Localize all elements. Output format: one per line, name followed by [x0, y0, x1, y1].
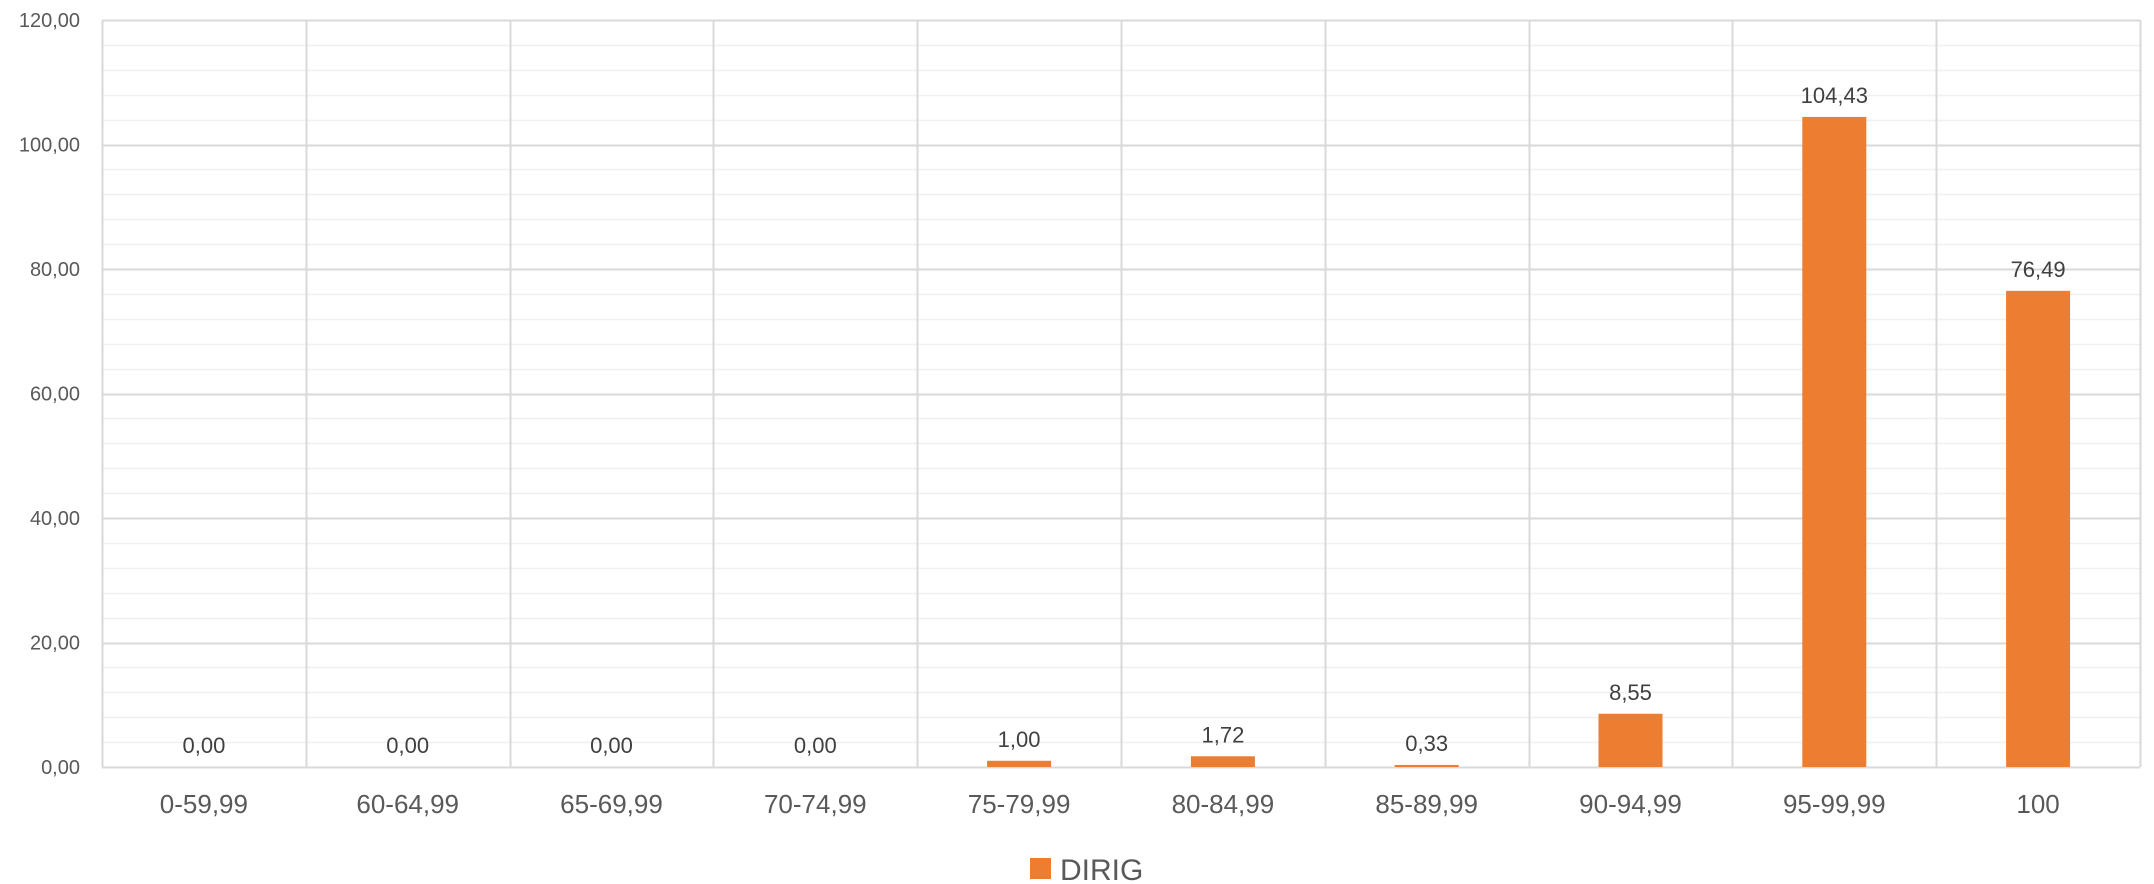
data-label: 8,55 [1609, 680, 1652, 705]
x-tick-label: 95-99,99 [1783, 789, 1886, 819]
x-tick-label: 90-94,99 [1579, 789, 1682, 819]
x-tick-label: 70-74,99 [764, 789, 867, 819]
data-label: 0,00 [794, 733, 837, 758]
bar [1598, 713, 1663, 767]
data-label: 0,00 [386, 733, 429, 758]
y-tick-label: 20,00 [30, 633, 80, 655]
category-grid [101, 20, 2142, 767]
bar-series [987, 116, 2071, 768]
data-label: 0,00 [590, 733, 633, 758]
bar [987, 760, 1052, 767]
y-tick-label: 100,00 [19, 135, 80, 157]
data-label: 76,49 [2011, 257, 2066, 282]
bar [1802, 116, 1867, 768]
y-tick-label: 40,00 [30, 508, 80, 530]
data-label: 1,00 [998, 727, 1041, 752]
data-label: 104,43 [1801, 83, 1868, 108]
x-tick-label: 75-79,99 [968, 789, 1071, 819]
data-label: 0,33 [1405, 731, 1448, 756]
bar [2006, 290, 2071, 767]
legend-swatch [1030, 858, 1051, 879]
y-axis: 0,00 20,00 40,00 60,00 80,00 100,00 120,00 [19, 10, 80, 779]
data-label: 0,00 [182, 733, 225, 758]
x-tick-label: 100 [2016, 789, 2059, 819]
bar [1190, 756, 1255, 767]
data-label: 1,72 [1201, 722, 1244, 747]
x-tick-label: 85-89,99 [1375, 789, 1478, 819]
y-tick-label: 80,00 [30, 259, 80, 281]
y-tick-label: 60,00 [30, 384, 80, 406]
x-tick-label: 60-64,99 [356, 789, 459, 819]
legend-label: DIRIG [1060, 854, 1143, 884]
bar [1394, 764, 1459, 767]
x-tick-label: 65-69,99 [560, 789, 663, 819]
legend: DIRIG [1030, 854, 1143, 884]
x-tick-label: 80-84,99 [1172, 789, 1275, 819]
x-axis: 0-59,99 60-64,99 65-69,99 70-74,99 75-79,99 8… [160, 789, 2060, 819]
x-tick-label: 0-59,99 [160, 789, 248, 819]
data-labels: 0,00 0,00 0,00 0,00 1,00 1,72 0,33 8,55 104,43 76… [182, 83, 2065, 758]
y-tick-label: 120,00 [19, 10, 80, 32]
y-tick-label: 0,00 [41, 757, 80, 779]
